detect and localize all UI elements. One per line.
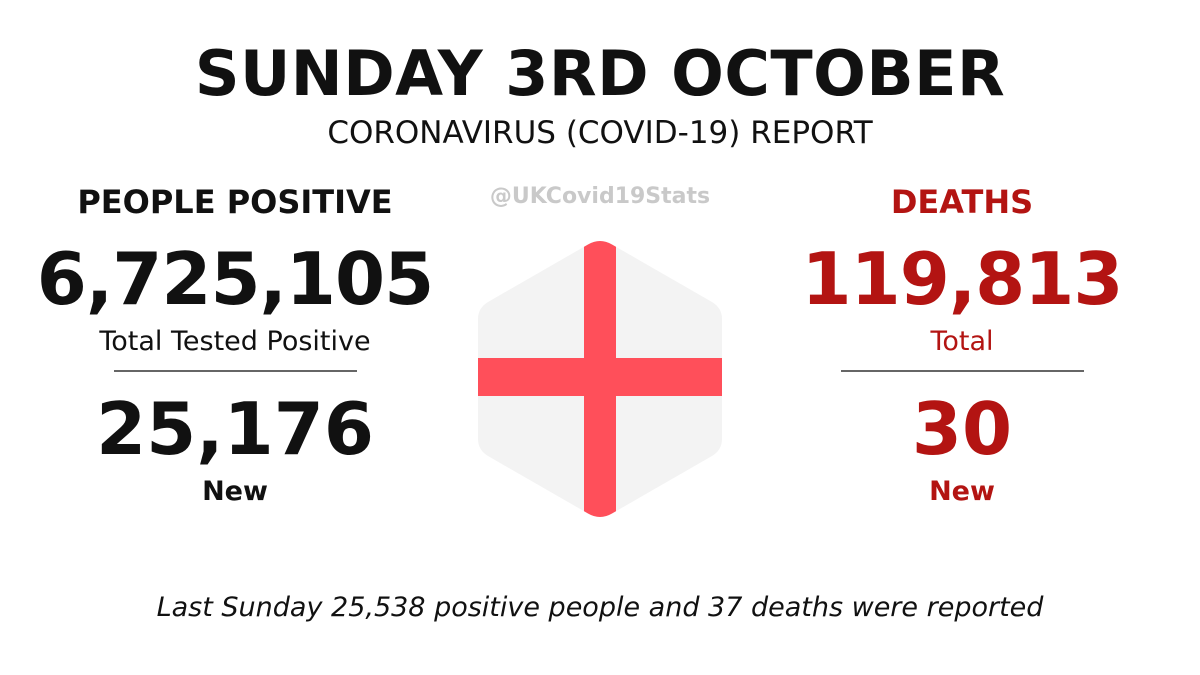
new-deaths-value: 30 [911,387,1013,471]
report-date-title: SUNDAY 3RD OCTOBER [194,37,1006,110]
total-positive-value: 6,725,105 [36,237,434,321]
total-deaths-label: Total [930,326,994,357]
total-positive-label: Total Tested Positive [99,326,371,357]
twitter-handle: @UKCovid19Stats [489,184,711,209]
people-positive-panel: PEOPLE POSITIVE 6,725,105 Total Tested P… [15,180,455,510]
new-positive-label: New [202,476,268,507]
flag-cross-horizontal [478,358,722,396]
new-deaths-label: New [929,476,995,507]
deaths-panel: DEATHS 119,813 Total 30 New [742,180,1182,510]
report-subtitle: CORONAVIRUS (COVID-19) REPORT [327,115,873,151]
new-positive-value: 25,176 [96,387,374,471]
total-deaths-value: 119,813 [801,237,1124,321]
last-week-comparison: Last Sunday 25,538 positive people and 3… [156,592,1044,623]
people-positive-heading: PEOPLE POSITIVE [77,183,393,221]
england-flag-hexagon-icon [478,241,722,517]
deaths-divider [840,370,1084,372]
positive-divider [113,370,357,372]
deaths-heading: DEATHS [890,183,1034,221]
